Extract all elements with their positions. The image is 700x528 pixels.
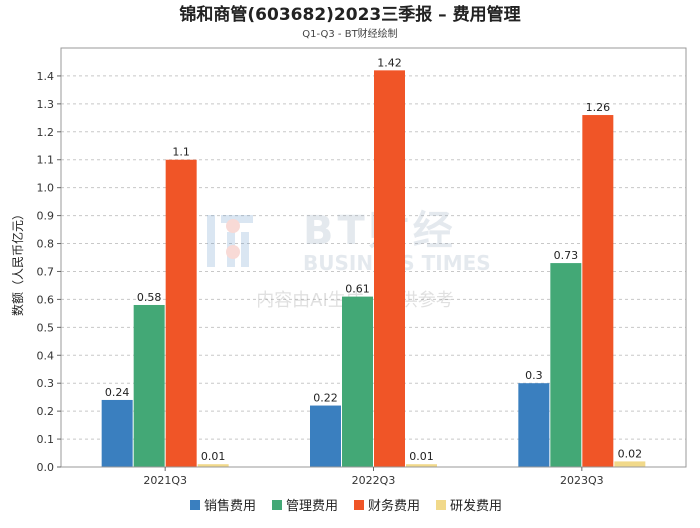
- watermark-logo-icon: [207, 215, 253, 267]
- data-label: 0.01: [201, 450, 226, 463]
- y-tick-label: 0.5: [37, 321, 55, 334]
- y-tick-label: 0.4: [37, 349, 55, 362]
- y-tick-label: 1.3: [37, 98, 55, 111]
- legend-swatch: [190, 500, 200, 510]
- y-tick-label: 1.4: [37, 70, 55, 83]
- bar: [133, 304, 165, 467]
- y-tick-label: 1.0: [37, 182, 55, 195]
- x-tick-label: 2022Q3: [352, 474, 396, 487]
- y-tick-label: 0.9: [37, 210, 55, 223]
- bar: [518, 383, 550, 467]
- bar: [614, 461, 646, 467]
- chart-subtitle: Q1-Q3 - BT财经绘制: [302, 27, 397, 40]
- legend-label: 管理费用: [286, 499, 338, 514]
- legend-label: 销售费用: [204, 498, 256, 514]
- bar: [342, 296, 373, 467]
- y-tick-label: 0.1: [37, 433, 55, 446]
- data-label: 0.58: [137, 291, 162, 304]
- legend-label: 研发费用: [450, 498, 502, 514]
- y-tick-label: 0.7: [37, 265, 55, 278]
- x-tick-label: 2021Q3: [143, 474, 187, 487]
- legend-label: 财务费用: [368, 498, 420, 514]
- x-tick-label: 2023Q3: [560, 474, 604, 487]
- data-label: 0.22: [313, 392, 338, 405]
- bar: [582, 115, 614, 467]
- y-tick-label: 0.6: [37, 293, 55, 306]
- y-tick-label: 0.3: [37, 377, 55, 390]
- data-label: 0.3: [525, 369, 543, 382]
- bar: [197, 464, 229, 467]
- bar: [165, 159, 197, 467]
- data-label: 0.02: [618, 447, 643, 460]
- chart-title: 锦和商管(603682)2023三季报 – 费用管理: [179, 4, 520, 25]
- y-tick-label: 0.2: [37, 405, 55, 418]
- data-label: 0.24: [105, 386, 130, 399]
- legend: 销售费用 管理费用 财务费用 研发费用: [190, 498, 502, 514]
- bar: [310, 405, 341, 467]
- data-label: 0.01: [409, 450, 434, 463]
- legend-swatch: [436, 500, 446, 510]
- y-tick-label: 0.0: [37, 461, 55, 474]
- bars-layer: 0.24 0.58 1.1 0.01 0.22 0.61 1.42 0.01 0.3 0.73 1.…: [101, 56, 646, 467]
- y-tick-label: 0.8: [37, 238, 55, 251]
- y-tick-label: 1.1: [37, 154, 55, 167]
- legend-swatch: [354, 500, 364, 510]
- y-axis-label: 数额（人民币亿元）: [10, 208, 25, 316]
- data-label: 1.42: [377, 56, 402, 69]
- data-label: 1.26: [586, 101, 611, 114]
- data-label: 0.61: [345, 283, 370, 296]
- axis-layer: 0.0 0.1 0.2 0.3 0.4 0.5 0.6 0.7 0.8 0.9 1.0 1.1 1.2 1…: [37, 47, 687, 487]
- y-tick-label: 1.2: [37, 126, 55, 139]
- bar: [101, 399, 133, 467]
- legend-swatch: [272, 500, 282, 510]
- bar: [374, 70, 405, 467]
- data-label: 0.73: [554, 249, 579, 262]
- bar: [406, 464, 437, 467]
- bar: [550, 263, 582, 467]
- grid-layer: [61, 75, 686, 440]
- data-label: 1.1: [172, 146, 190, 159]
